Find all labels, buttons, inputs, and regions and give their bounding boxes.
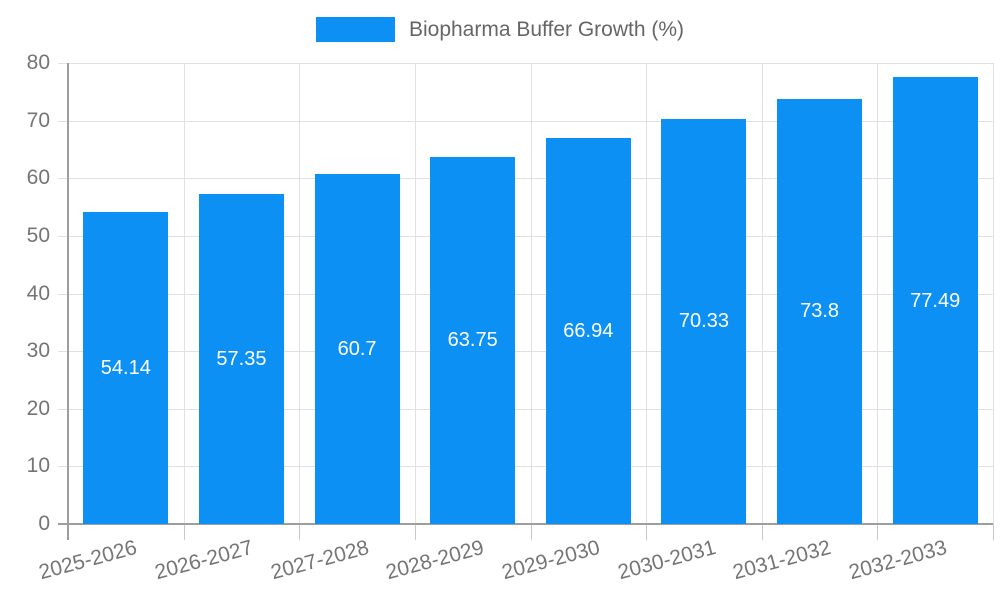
x-axis-tick bbox=[993, 524, 994, 540]
bar[interactable] bbox=[430, 156, 516, 524]
gridline-vertical bbox=[761, 63, 763, 524]
bar-value-label: 73.8 bbox=[800, 300, 840, 323]
y-tick-label: 80 bbox=[26, 51, 50, 74]
gridline-horizontal bbox=[58, 466, 993, 468]
bar[interactable] bbox=[777, 98, 863, 524]
bar[interactable] bbox=[545, 138, 631, 524]
gridline-vertical bbox=[646, 63, 648, 524]
y-tick-label: 10 bbox=[26, 454, 50, 478]
bar[interactable] bbox=[83, 212, 169, 524]
x-tick-label: 2029-2030 bbox=[499, 536, 603, 585]
bar[interactable] bbox=[198, 193, 284, 524]
x-tick-label: 2027-2028 bbox=[268, 536, 372, 585]
gridline-vertical bbox=[299, 63, 301, 524]
y-tick-label: 40 bbox=[26, 281, 50, 305]
y-tick-label: 50 bbox=[26, 223, 50, 247]
bar[interactable] bbox=[892, 77, 978, 524]
x-tick-label: 2026-2027 bbox=[152, 536, 256, 585]
bar-value-label: 54.14 bbox=[100, 357, 151, 379]
x-axis-tick bbox=[299, 524, 301, 540]
x-tick-label: 2030-2031 bbox=[614, 536, 718, 585]
bar-value-label: 57.35 bbox=[216, 347, 267, 370]
x-axis-line bbox=[58, 523, 993, 525]
bar-value-label: 63.75 bbox=[447, 329, 498, 352]
y-tick-label: 0 bbox=[38, 512, 50, 535]
gridline-vertical bbox=[530, 63, 532, 524]
y-tick-label: 30 bbox=[26, 339, 50, 363]
bar-value-label: 66.94 bbox=[563, 320, 614, 343]
x-axis-tick bbox=[646, 524, 648, 540]
legend-swatch-icon bbox=[315, 17, 395, 42]
bar[interactable] bbox=[314, 174, 400, 524]
y-tick-label: 70 bbox=[26, 108, 50, 132]
gridline-horizontal bbox=[58, 235, 993, 237]
gridline-horizontal bbox=[58, 408, 993, 410]
y-tick-label: 60 bbox=[26, 166, 50, 190]
gridline-vertical bbox=[877, 63, 879, 524]
x-axis-tick bbox=[530, 524, 532, 540]
gridline-horizontal bbox=[58, 120, 993, 122]
y-axis-line bbox=[67, 63, 69, 540]
gridline-horizontal bbox=[58, 63, 993, 64]
x-axis-tick bbox=[761, 524, 763, 540]
gridline-horizontal bbox=[58, 293, 993, 295]
bar-value-label: 60.7 bbox=[337, 338, 377, 361]
x-tick-label: 2025-2026 bbox=[36, 536, 140, 585]
x-tick-label: 2032-2033 bbox=[846, 536, 950, 585]
x-axis-tick bbox=[414, 524, 416, 540]
x-tick-label: 2031-2032 bbox=[730, 536, 834, 585]
bar[interactable] bbox=[661, 118, 747, 524]
gridline-vertical bbox=[414, 63, 416, 524]
x-axis-tick bbox=[183, 524, 185, 540]
y-tick-label: 20 bbox=[26, 396, 50, 420]
bar-value-label: 70.33 bbox=[678, 310, 729, 333]
gridline-vertical bbox=[183, 63, 185, 524]
gridline-horizontal bbox=[58, 351, 993, 353]
gridline-horizontal bbox=[58, 178, 993, 180]
bar-value-label: 77.49 bbox=[910, 289, 961, 312]
gridline-vertical bbox=[993, 63, 994, 524]
legend[interactable]: Biopharma Buffer Growth (%) bbox=[0, 17, 1000, 42]
x-axis-tick bbox=[877, 524, 879, 540]
legend-label: Biopharma Buffer Growth (%) bbox=[408, 17, 685, 41]
x-tick-label: 2028-2029 bbox=[383, 536, 487, 585]
